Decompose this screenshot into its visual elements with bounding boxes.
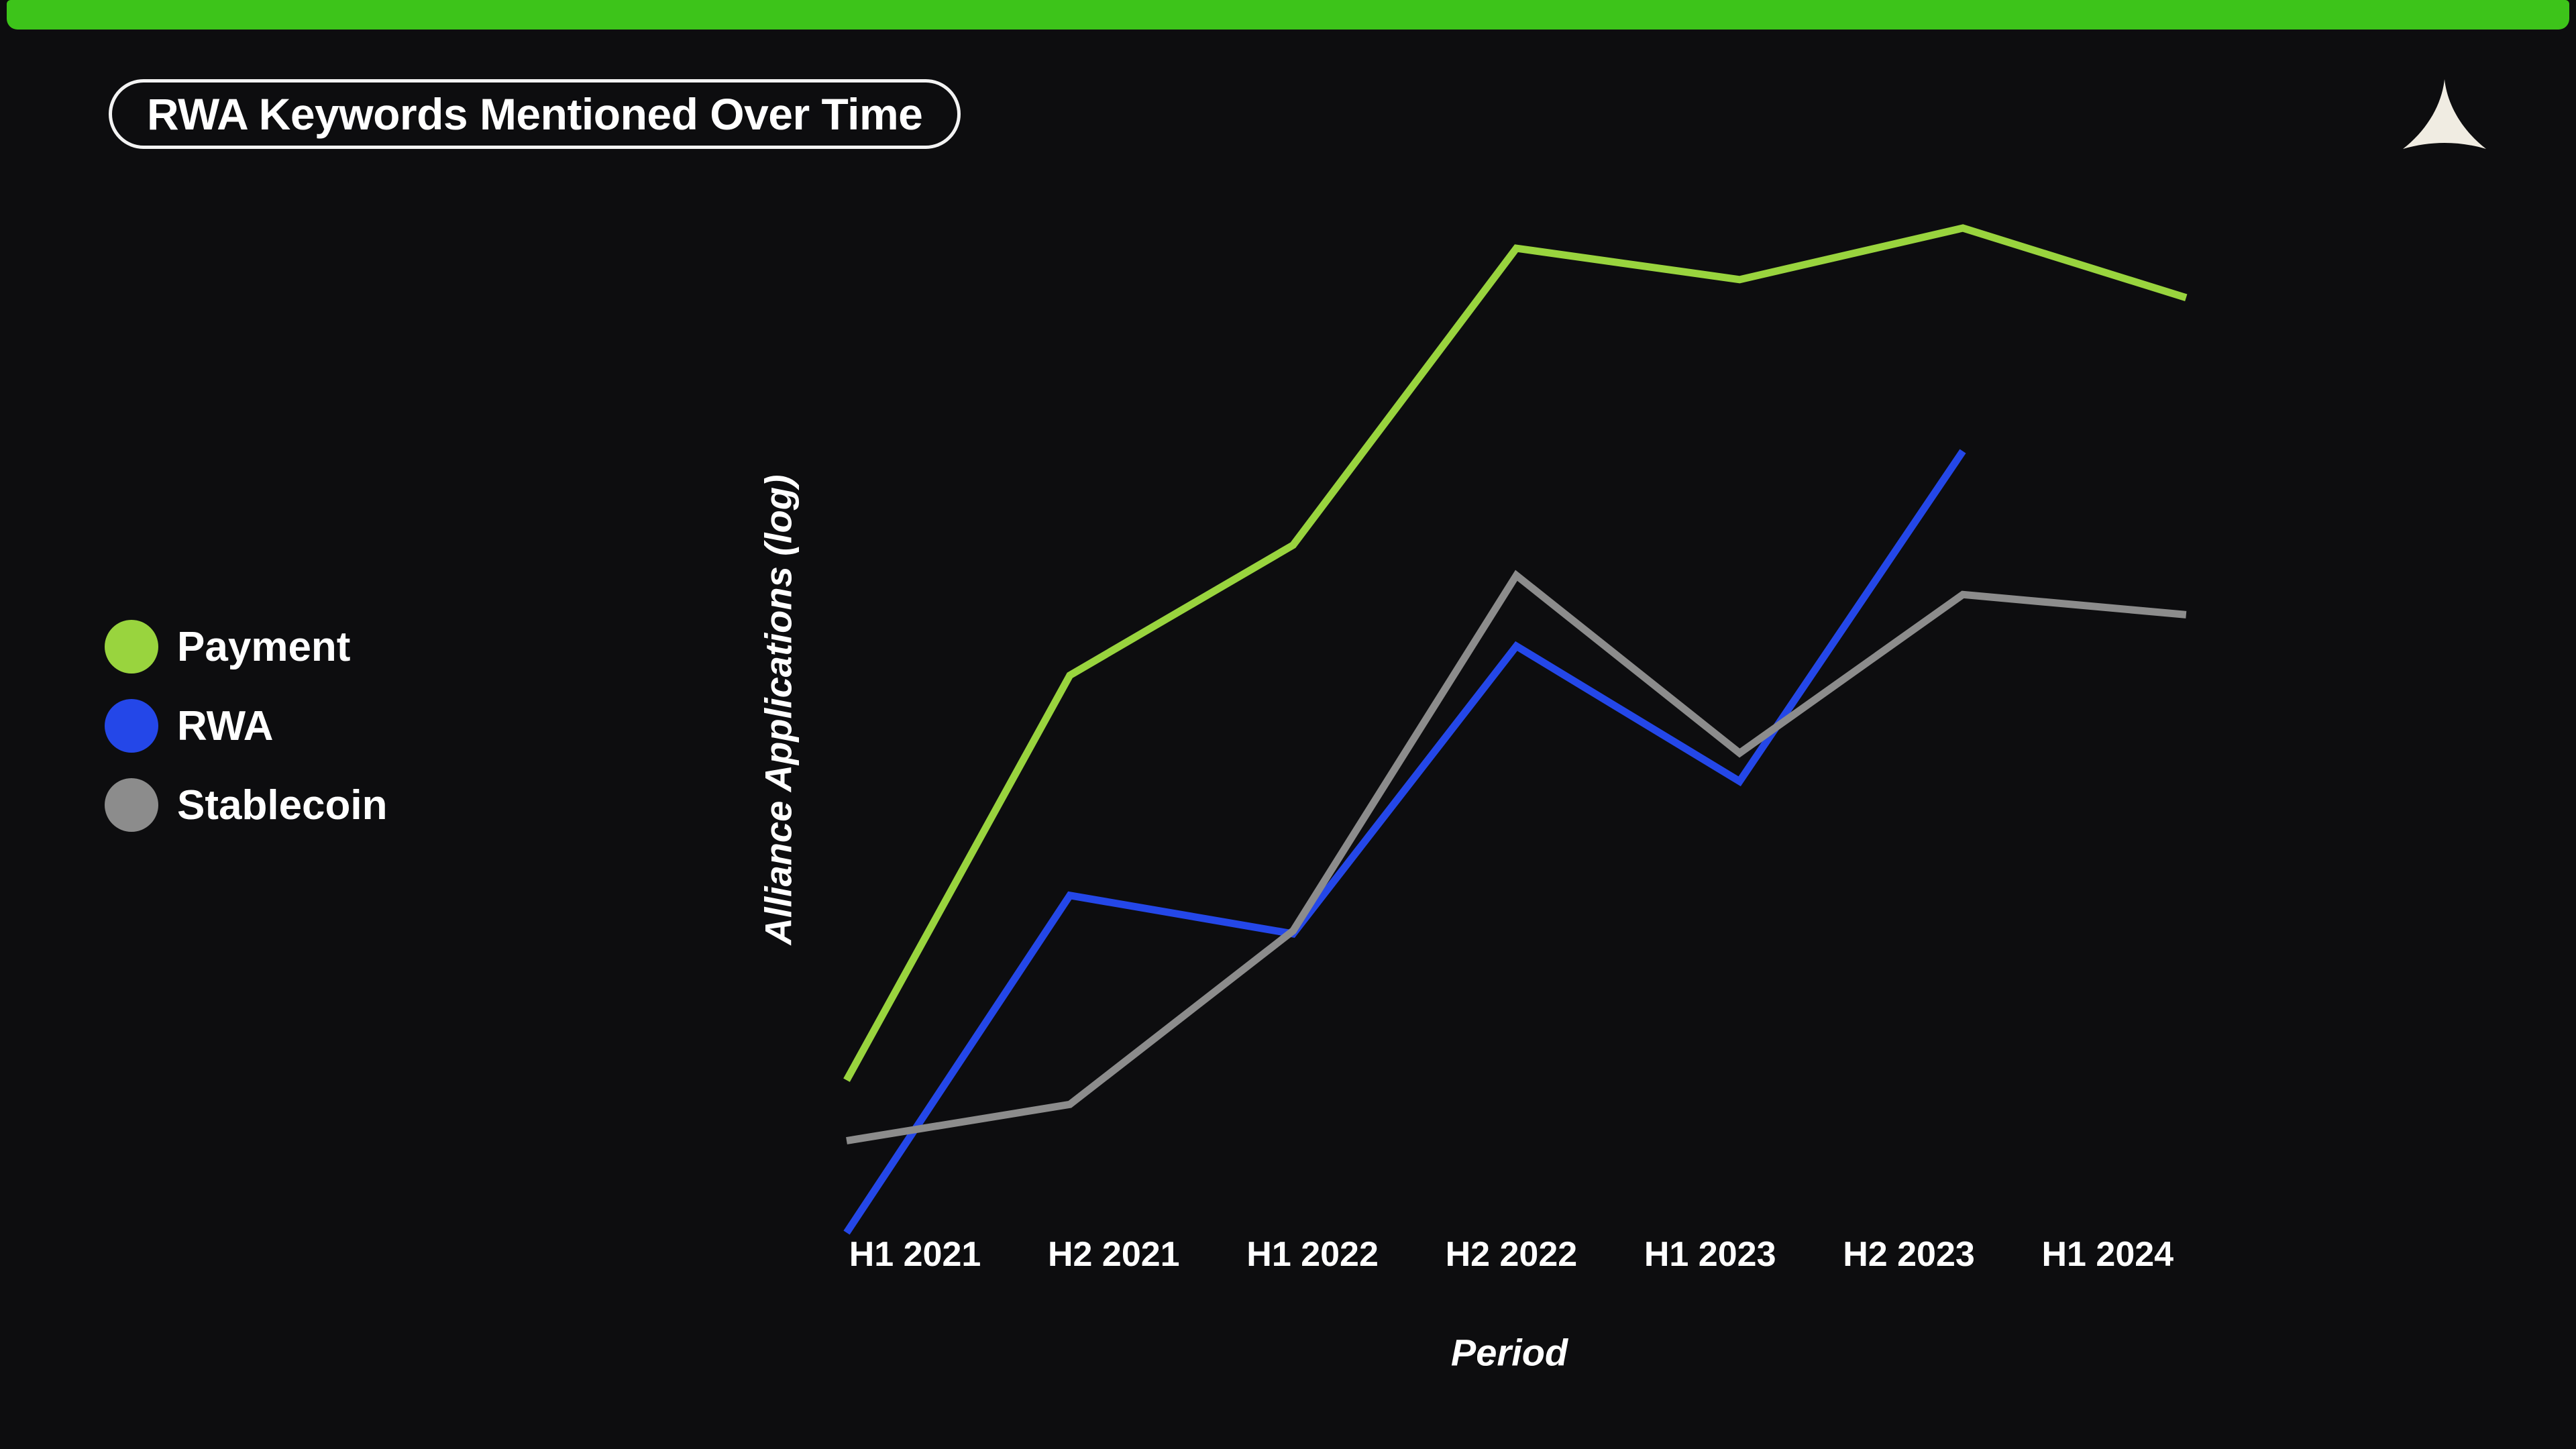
legend-color-dot-icon: [105, 778, 158, 832]
x-tick-label: H2 2023: [1843, 1235, 1975, 1274]
logo-shape: [2403, 79, 2486, 149]
chart-legend: Payment RWA Stablecoin: [105, 607, 388, 845]
x-tick-label: H2 2022: [1445, 1235, 1578, 1274]
legend-item-payment[interactable]: Payment: [105, 607, 388, 686]
series-line-payment: [843, 224, 2188, 1082]
alliance-triangle-logo-icon: [2403, 79, 2486, 149]
legend-item-stablecoin[interactable]: Stablecoin: [105, 765, 388, 845]
chart-title: RWA Keywords Mentioned Over Time: [147, 89, 923, 139]
legend-color-dot-icon: [105, 620, 158, 674]
legend-label: RWA: [177, 702, 274, 749]
chart-title-pill: RWA Keywords Mentioned Over Time: [109, 79, 961, 149]
legend-label: Stablecoin: [177, 782, 388, 828]
x-axis-title: Period: [1450, 1331, 1568, 1374]
legend-item-rwa[interactable]: RWA: [105, 686, 388, 765]
top-accent-bar: [7, 0, 2569, 30]
y-axis-title: Alliance Applications (log): [757, 474, 800, 945]
x-tick-label: H2 2021: [1047, 1235, 1180, 1274]
legend-label: Payment: [177, 623, 351, 670]
x-tick-label: H1 2023: [1644, 1235, 1776, 1274]
legend-color-dot-icon: [105, 699, 158, 753]
x-tick-label: H1 2024: [2041, 1235, 2174, 1274]
x-tick-label: H1 2022: [1246, 1235, 1379, 1274]
series-line-stablecoin: [846, 570, 2187, 1144]
x-tick-label: H1 2021: [849, 1235, 981, 1274]
